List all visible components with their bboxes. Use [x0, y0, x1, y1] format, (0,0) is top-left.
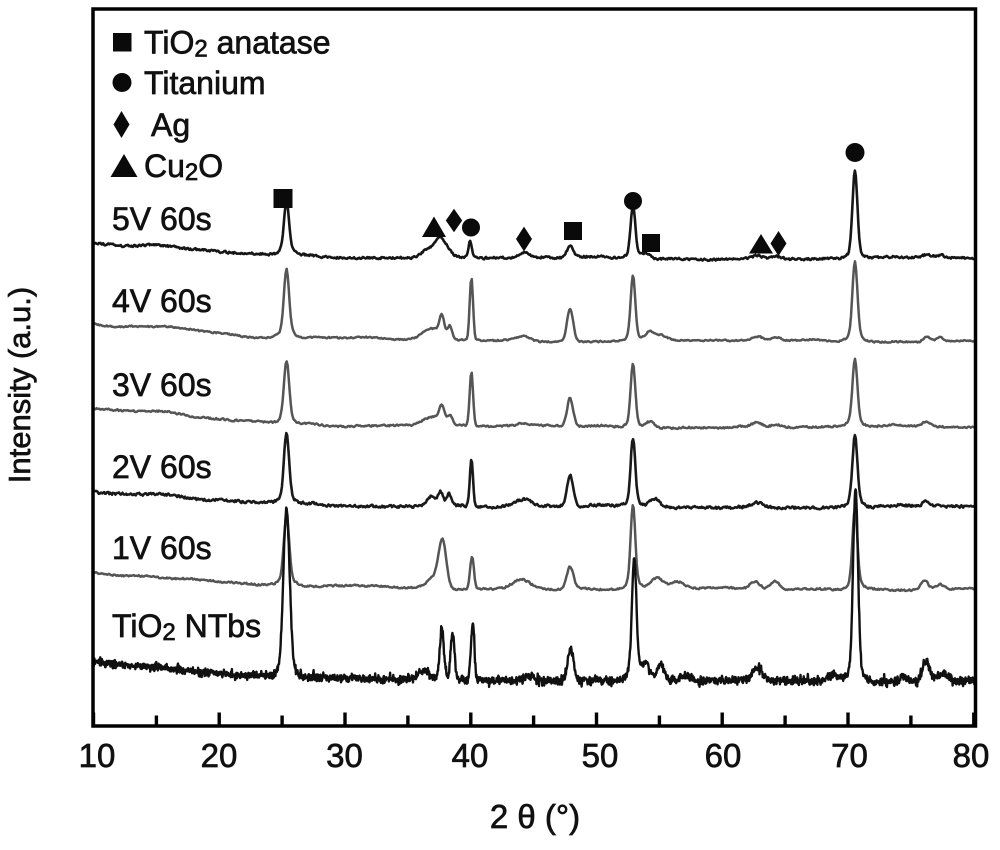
svg-text:80: 80 [953, 737, 990, 774]
svg-text:3V 60s: 3V 60s [112, 367, 212, 403]
svg-text:4V 60s: 4V 60s [112, 283, 212, 319]
svg-text:1V 60s: 1V 60s [112, 530, 212, 566]
svg-text:5V 60s: 5V 60s [112, 201, 212, 237]
svg-text:70: 70 [831, 737, 868, 774]
svg-text:40: 40 [452, 737, 489, 774]
svg-text:Cu2O: Cu2O [144, 148, 223, 186]
svg-text:Intensity (a.u.): Intensity (a.u.) [2, 287, 37, 483]
svg-text:10: 10 [79, 737, 116, 774]
svg-text:TiO2 NTbs: TiO2 NTbs [112, 608, 261, 646]
svg-text:2V 60s: 2V 60s [112, 449, 212, 485]
svg-text:Ag: Ag [151, 107, 190, 143]
svg-text:20: 20 [201, 737, 238, 774]
svg-text:TiO2 anatase: TiO2 anatase [144, 25, 330, 63]
svg-text:Titanium: Titanium [144, 65, 266, 101]
svg-text:50: 50 [582, 737, 619, 774]
svg-text:2 θ (°): 2 θ (°) [490, 798, 580, 835]
svg-text:30: 30 [326, 737, 363, 774]
svg-text:60: 60 [705, 737, 742, 774]
